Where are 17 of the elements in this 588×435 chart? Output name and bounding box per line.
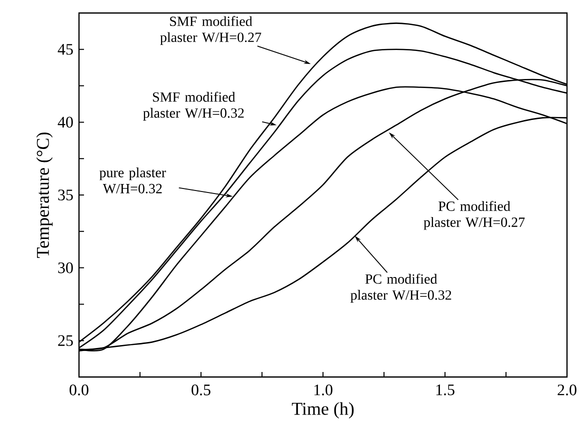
x-tick-label: 2.0 [558, 384, 576, 396]
x-tick-label: 1.0 [314, 384, 332, 396]
annotation: SMF modified plaster W/H=0.27 [160, 16, 262, 45]
y-tick-label: 35 [58, 190, 73, 200]
annotation: PC modified plaster W/H=0.27 [424, 200, 525, 230]
y-axis-title: Temperature (°C) [36, 132, 53, 258]
y-tick-label: 45 [58, 44, 73, 55]
x-tick-label: 1.5 [436, 384, 454, 396]
annotation: SMF modified plaster W/H=0.32 [143, 92, 244, 121]
x-tick-label: 0.0 [70, 384, 88, 396]
y-tick-label: 25 [58, 335, 73, 346]
annotation: pure plaster W/H=0.32 [99, 167, 166, 194]
annotation: PC modified plaster W/H=0.32 [350, 274, 452, 303]
y-tick-label: 40 [58, 116, 73, 128]
x-tick-label: 0.5 [192, 384, 210, 396]
y-tick-label: 30 [58, 262, 73, 274]
x-axis-title: Time (h) [292, 402, 354, 419]
